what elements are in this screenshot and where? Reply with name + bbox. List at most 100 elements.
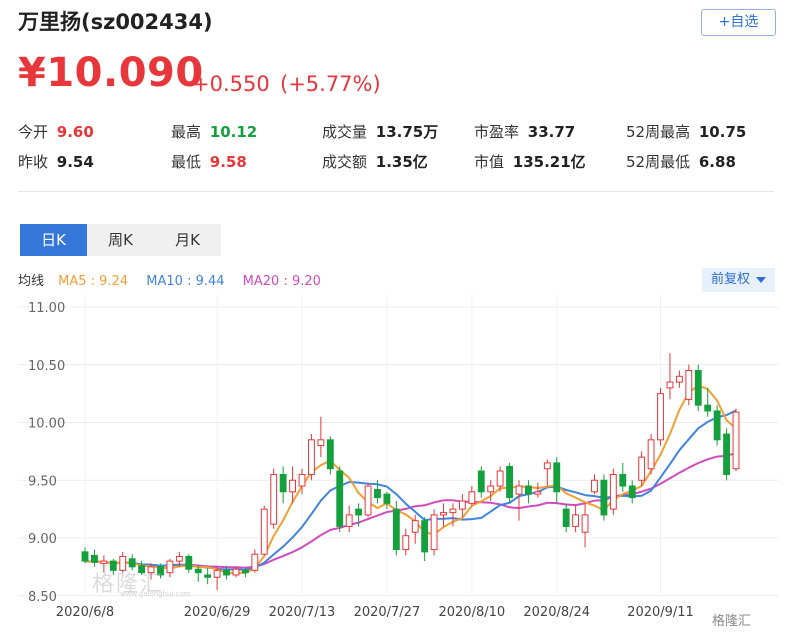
candle-body bbox=[138, 565, 146, 574]
x-tick-label: 2020/6/8 bbox=[56, 605, 114, 620]
candle-body bbox=[298, 473, 306, 487]
stat-52wk-low-value: 6.88 bbox=[698, 153, 736, 171]
candle-body bbox=[109, 560, 117, 571]
candle-body bbox=[723, 433, 730, 475]
section-divider bbox=[18, 191, 774, 192]
candle-body bbox=[496, 470, 504, 487]
stat-52wk-high-label: 52周最高 bbox=[626, 123, 691, 141]
ma5-legend: MA5 : 9.24 bbox=[58, 274, 129, 289]
candle-body bbox=[326, 439, 334, 470]
ma10-line bbox=[84, 409, 737, 571]
candle-body bbox=[591, 479, 598, 493]
candle-body bbox=[468, 491, 476, 504]
candle-body bbox=[119, 555, 127, 571]
candle-body bbox=[685, 370, 693, 400]
x-tick-label: 2020/6/29 bbox=[184, 605, 251, 620]
candle-body bbox=[213, 569, 221, 578]
candle-body bbox=[270, 473, 278, 525]
y-tick-label: 8.50 bbox=[28, 590, 57, 605]
stat-low-value: 9.58 bbox=[209, 153, 247, 171]
tab-daily-k[interactable]: 日K bbox=[20, 224, 87, 256]
candle-body bbox=[232, 568, 240, 576]
watermark-corner-logo: 格隆汇 bbox=[712, 614, 752, 629]
candle-body bbox=[336, 470, 344, 527]
x-tick-label: 2020/7/27 bbox=[354, 605, 421, 620]
stat-volume-label: 成交量 bbox=[322, 123, 368, 141]
candle-body bbox=[289, 479, 296, 493]
candle-body bbox=[421, 520, 429, 553]
stat-open-value: 9.60 bbox=[56, 123, 94, 141]
watermark-logo: 格隆汇 bbox=[92, 572, 165, 597]
x-tick-label: 2020/8/10 bbox=[438, 605, 505, 620]
candle-body bbox=[449, 508, 457, 514]
candle-body bbox=[581, 514, 589, 533]
candle-body bbox=[392, 508, 400, 551]
candle-body bbox=[694, 370, 702, 406]
candle-body bbox=[609, 473, 617, 510]
candle-body bbox=[515, 485, 523, 495]
stat-pe-value: 33.77 bbox=[527, 123, 576, 141]
candle-body bbox=[355, 508, 363, 516]
current-price: ¥10.090 bbox=[18, 50, 204, 96]
y-tick-label: 11.00 bbox=[28, 301, 65, 316]
candle-body bbox=[383, 493, 391, 504]
stat-52wk-high: 52周最高 10.75 bbox=[626, 121, 746, 142]
candle-body bbox=[91, 554, 98, 563]
candle-body bbox=[430, 514, 438, 551]
candle-body bbox=[175, 555, 183, 562]
candle-body bbox=[487, 485, 495, 493]
stat-volume: 成交量 13.75万 bbox=[322, 121, 438, 142]
candle-body bbox=[308, 439, 315, 475]
ma-legend-label: 均线 bbox=[18, 274, 45, 289]
x-tick-label: 2020/8/24 bbox=[523, 605, 590, 620]
stat-turnover: 成交额 1.35亿 bbox=[322, 151, 428, 172]
candle-body bbox=[534, 491, 542, 495]
stat-open-label: 今开 bbox=[18, 123, 49, 141]
candle-body bbox=[345, 514, 353, 527]
candle-body bbox=[279, 473, 287, 493]
stat-52wk-low-label: 52周最低 bbox=[626, 153, 691, 171]
stat-low-label: 最低 bbox=[171, 153, 202, 171]
candle-body bbox=[458, 500, 466, 510]
stat-open: 今开 9.60 bbox=[18, 121, 94, 142]
candle-body bbox=[628, 485, 636, 499]
ma10-legend: MA10 : 9.44 bbox=[146, 274, 225, 289]
candle-body bbox=[553, 462, 561, 493]
x-tick-label: 2020/9/11 bbox=[627, 605, 694, 620]
candle-body bbox=[713, 410, 721, 441]
candle-body bbox=[704, 404, 712, 412]
stat-volume-value: 13.75万 bbox=[375, 123, 439, 141]
ma-legend: 均线 MA5 : 9.24 MA10 : 9.44 MA20 : 9.20 bbox=[18, 270, 335, 289]
ma20-legend: MA20 : 9.20 bbox=[242, 274, 321, 289]
candle-body bbox=[562, 508, 570, 527]
candle-body bbox=[657, 393, 664, 441]
candle-body bbox=[166, 560, 174, 574]
x-tick-label: 2020/7/13 bbox=[269, 605, 336, 620]
candle-body bbox=[732, 411, 740, 470]
candle-body bbox=[81, 551, 89, 562]
candle-body bbox=[440, 512, 447, 516]
candle-body bbox=[411, 520, 419, 533]
stat-prev-close: 昨收 9.54 bbox=[18, 151, 94, 172]
y-tick-label: 10.50 bbox=[28, 359, 65, 374]
price-adjust-label: 前复权 bbox=[710, 272, 750, 287]
tab-monthly-k[interactable]: 月K bbox=[154, 224, 221, 256]
candle-body bbox=[157, 566, 164, 576]
candle-body bbox=[525, 485, 532, 495]
price-adjust-dropdown[interactable]: 前复权 bbox=[702, 268, 775, 292]
tab-weekly-k[interactable]: 周K bbox=[87, 224, 154, 256]
stat-pe-label: 市盈率 bbox=[474, 123, 520, 141]
stat-prev-close-value: 9.54 bbox=[56, 153, 94, 171]
candle-body bbox=[638, 456, 646, 481]
stock-title: 万里扬(sz002434) bbox=[18, 10, 213, 34]
candle-body bbox=[364, 485, 372, 516]
y-tick-label: 9.00 bbox=[28, 532, 57, 547]
candle-body bbox=[194, 568, 202, 574]
add-to-watchlist-button[interactable]: +自选 bbox=[701, 9, 776, 36]
candle-body bbox=[317, 439, 325, 447]
stat-high: 最高 10.12 bbox=[171, 121, 257, 142]
stat-low: 最低 9.58 bbox=[171, 151, 247, 172]
candle-body bbox=[374, 488, 381, 499]
stat-high-value: 10.12 bbox=[209, 123, 258, 141]
